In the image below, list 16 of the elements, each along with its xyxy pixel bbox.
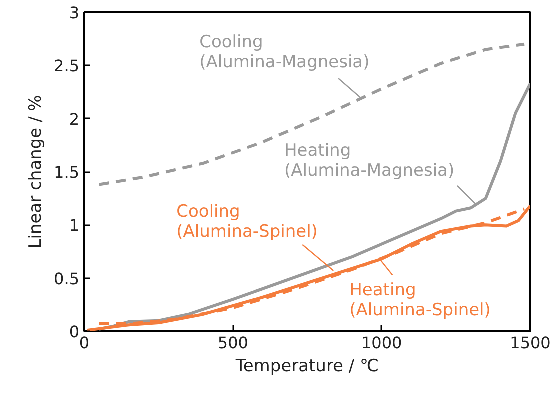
y-tick-label: 3 — [69, 4, 80, 22]
y-axis-title: Linear change / % — [26, 95, 46, 249]
y-tick-label: 0.5 — [54, 269, 80, 288]
annotation: Cooling (Alumina-Spinel) — [176, 202, 318, 242]
y-tick-label: 1.5 — [54, 163, 80, 182]
x-tick-label: 1000 — [361, 334, 402, 352]
y-tick-label: 2 — [69, 110, 80, 129]
x-tick-label: 500 — [218, 334, 248, 352]
x-axis-title: Temperature / ℃ — [234, 356, 380, 376]
y-tick-label: 1 — [69, 216, 80, 236]
x-tick-label: 1500 — [510, 334, 551, 352]
y-tick-label: 2.5 — [54, 56, 80, 76]
line-series — [98, 82, 530, 331]
annotation: Cooling (Alumina-Magnesia) — [200, 32, 370, 73]
annotation: Heating (Alumina-Spinel) — [350, 280, 491, 320]
annotation: Heating (Alumina-Magnesia) — [284, 140, 455, 181]
